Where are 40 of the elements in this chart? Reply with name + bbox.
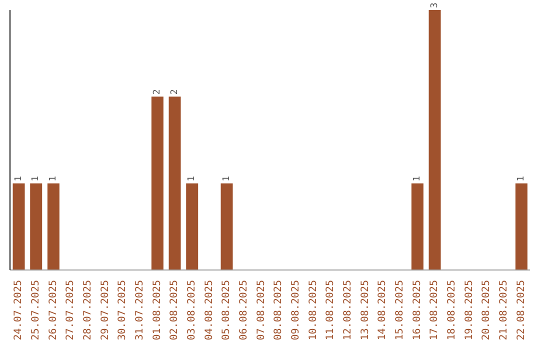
x-tick-label: 03.08.2025 bbox=[186, 280, 198, 340]
x-tick-label: 05.08.2025 bbox=[221, 280, 232, 340]
x-tick-label: 20.08.2025 bbox=[481, 280, 492, 340]
x-tick-label: 01.08.2025 bbox=[152, 280, 163, 340]
x-tick-label: 31.07.2025 bbox=[134, 280, 146, 340]
data-label: 1 bbox=[222, 176, 232, 182]
data-label: 2 bbox=[170, 89, 180, 95]
x-tick-label: 11.08.2025 bbox=[325, 280, 336, 340]
x-tick-label: 16.08.2025 bbox=[412, 280, 423, 340]
x-tick-label: 22.08.2025 bbox=[516, 280, 527, 340]
x-tick-label: 08.08.2025 bbox=[273, 280, 284, 340]
x-tick-label: 29.07.2025 bbox=[100, 280, 111, 340]
x-tick-label: 12.08.2025 bbox=[342, 280, 354, 340]
data-label: 1 bbox=[48, 176, 58, 182]
x-tick-label: 21.08.2025 bbox=[498, 280, 510, 340]
x-tick-label: 14.08.2025 bbox=[377, 280, 388, 340]
x-tick-label: 28.07.2025 bbox=[82, 280, 94, 340]
x-tick-label: 04.08.2025 bbox=[204, 280, 215, 340]
data-label: 1 bbox=[31, 176, 42, 182]
data-label: 2 bbox=[152, 89, 162, 95]
x-tick-label: 24.07.2025 bbox=[13, 280, 24, 340]
x-tick-label: 02.08.2025 bbox=[169, 280, 180, 340]
data-label: 1 bbox=[14, 176, 24, 182]
x-tick-label: 27.07.2025 bbox=[65, 280, 76, 340]
x-tick-label: 25.07.2025 bbox=[30, 280, 42, 340]
data-label: 1 bbox=[412, 176, 422, 182]
data-label: 1 bbox=[516, 176, 526, 182]
x-tick-label: 13.08.2025 bbox=[360, 280, 371, 340]
x-tick-label: 18.08.2025 bbox=[446, 280, 458, 340]
x-tick-label: 15.08.2025 bbox=[394, 280, 406, 340]
data-label: 3 bbox=[430, 2, 440, 8]
x-tick-label: 30.07.2025 bbox=[117, 280, 128, 340]
x-tick-label: 06.08.2025 bbox=[238, 280, 250, 340]
x-tick-label: 07.08.2025 bbox=[256, 280, 267, 340]
x-tick-label: 10.08.2025 bbox=[308, 280, 319, 340]
x-tick-label: 17.08.2025 bbox=[429, 280, 440, 340]
x-tick-label: 09.08.2025 bbox=[290, 280, 302, 340]
x-tick-label: 26.07.2025 bbox=[48, 280, 59, 340]
x-tick-label: 19.08.2025 bbox=[464, 280, 475, 340]
data-label: 1 bbox=[187, 176, 198, 182]
